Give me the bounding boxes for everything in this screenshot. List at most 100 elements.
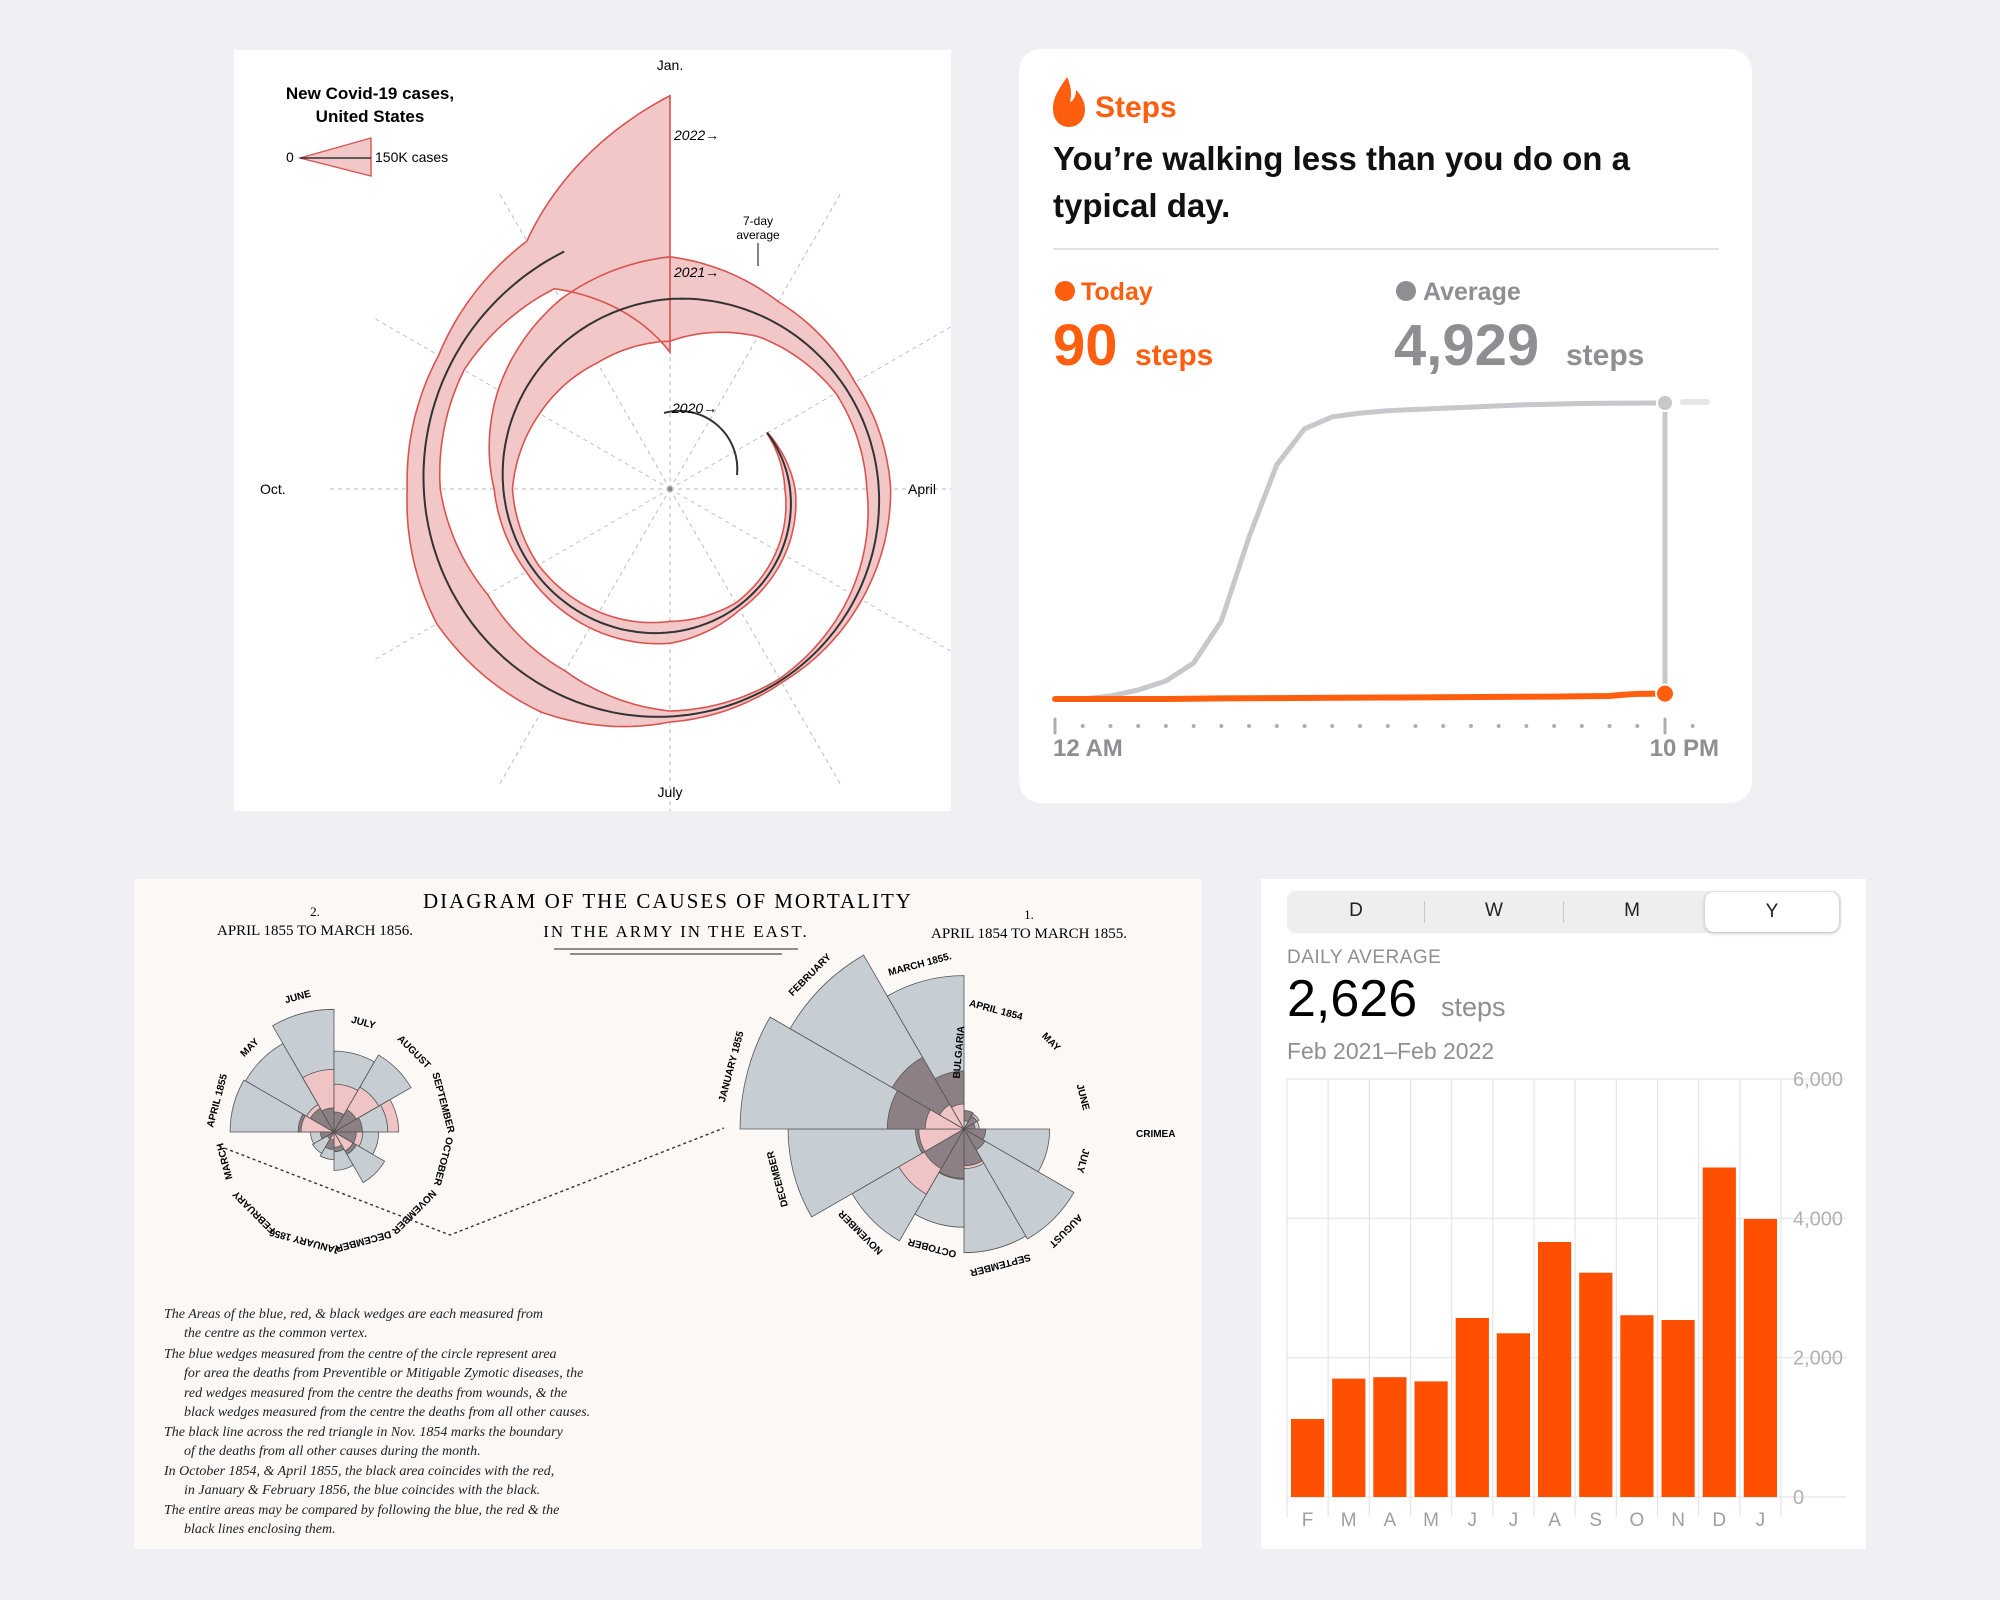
axis-tick-dot xyxy=(1413,724,1418,728)
axis-tick-dot xyxy=(1080,724,1085,728)
annotation-7day-line1: 7-day xyxy=(743,214,773,228)
rose-month-label: SEPTEMBER xyxy=(429,1071,456,1135)
axis-label-start: 12 AM xyxy=(1053,735,1123,762)
month-bar[interactable] xyxy=(1414,1381,1448,1497)
average-end-dot xyxy=(1656,394,1674,412)
note-line: of the deaths from all other causes duri… xyxy=(184,1444,481,1459)
bar-chart-y-labels: 0 2,000 4,000 6,000 xyxy=(1793,1069,1843,1509)
right-diagram-number: 1. xyxy=(1024,907,1034,922)
wedge-wounds xyxy=(950,1103,965,1131)
today-unit: steps xyxy=(1135,339,1213,372)
rose-month-label: APRIL 1854 xyxy=(968,998,1024,1023)
y-tick-label: 2,000 xyxy=(1793,1348,1843,1370)
x-tick-label: J xyxy=(1509,1510,1519,1531)
daily-average-label: DAILY AVERAGE xyxy=(1287,947,1441,968)
rose-month-label: MARCH 1855. xyxy=(887,951,953,979)
note-line: The Areas of the blue, red, & black wedg… xyxy=(164,1307,543,1322)
legend-wedge xyxy=(297,137,372,177)
average-unit: steps xyxy=(1566,339,1644,372)
covid-spiral-panel: New Covid-19 cases, United States 0 150K… xyxy=(234,50,951,811)
axis-tick-dot xyxy=(1690,724,1695,728)
month-bar[interactable] xyxy=(1332,1378,1366,1497)
covid-title-line2: United States xyxy=(316,107,425,126)
month-bar[interactable] xyxy=(1702,1167,1736,1498)
x-tick-label: S xyxy=(1589,1510,1602,1531)
month-bar[interactable] xyxy=(1579,1272,1613,1497)
today-steps-line xyxy=(1052,690,1668,702)
rose-month-label: SEPTEMBER xyxy=(968,1251,1032,1278)
diagram-subtitle: IN THE ARMY IN THE EAST. xyxy=(543,922,809,941)
spiral-month-guide xyxy=(669,194,841,490)
axis-tick-dot xyxy=(1579,724,1584,728)
note-line: red wedges measured from the centre the … xyxy=(184,1386,567,1401)
tab-day[interactable]: D xyxy=(1349,900,1363,921)
spiral-month-guide xyxy=(669,488,841,784)
axis-tick-dot xyxy=(1358,724,1362,728)
y-tick-label: 4,000 xyxy=(1793,1208,1843,1230)
note-line: In October 1854, & April 1855, the black… xyxy=(163,1464,554,1479)
covid-spiral-chart: New Covid-19 cases, United States 0 150K… xyxy=(260,57,951,811)
axis-tick-dot xyxy=(1163,724,1168,728)
card-title: Steps xyxy=(1095,91,1177,124)
note-line: The black line across the red triangle i… xyxy=(164,1425,564,1440)
bar-chart-bars xyxy=(1291,1167,1777,1498)
yearly-steps-chart: DAILY AVERAGE 2,626 steps Feb 2021–Feb 2… xyxy=(1286,947,1846,1531)
axis-tick-dot xyxy=(1191,724,1196,728)
month-bar[interactable] xyxy=(1373,1377,1407,1497)
year-label-2022: 2022→ xyxy=(673,127,719,143)
month-bar[interactable] xyxy=(1661,1320,1695,1497)
rose-month-label: JANUARY 1856 xyxy=(268,1226,342,1256)
axis-tick-dot xyxy=(1468,724,1473,728)
rose-month-label: FEBRUARY xyxy=(231,1188,278,1235)
steps-card[interactable]: Steps You’re walking less than you do on… xyxy=(1019,49,1752,803)
month-bar[interactable] xyxy=(1291,1419,1325,1497)
note-line: for area the deaths from Preventible or … xyxy=(184,1366,583,1381)
rose-month-label: MARCH xyxy=(215,1142,235,1181)
daily-average-value: 2,626 xyxy=(1287,970,1417,1028)
note-line: black lines enclosing them. xyxy=(184,1522,336,1537)
rose-month-label: DECEMBER xyxy=(333,1228,392,1254)
axis-tick-dot xyxy=(1330,724,1335,728)
x-tick-label: J xyxy=(1756,1510,1766,1531)
axis-tick-dot xyxy=(1635,724,1640,728)
rose-month-label: OCTOBER xyxy=(431,1136,455,1188)
bar-chart-grid xyxy=(1286,1078,1846,1517)
segment-divider xyxy=(1563,901,1564,923)
month-label-oct: Oct. xyxy=(260,481,286,497)
rose-month-label: MAY xyxy=(1039,1031,1062,1054)
daily-average-unit: steps xyxy=(1441,992,1506,1022)
today-value: 90 xyxy=(1053,313,1118,378)
today-end-dot xyxy=(1655,683,1675,704)
note-line: in January & February 1856, the blue coi… xyxy=(184,1483,540,1498)
axis-tick-dot xyxy=(1274,724,1279,728)
x-tick-label: N xyxy=(1671,1510,1685,1531)
spiral-month-guide xyxy=(375,488,671,660)
rose-month-label: JULY xyxy=(1074,1147,1091,1174)
month-label-april: April xyxy=(908,481,936,497)
y-tick-label: 6,000 xyxy=(1793,1069,1843,1091)
axis-tick-dot xyxy=(1108,724,1113,728)
axis-tick-dot xyxy=(1247,724,1252,728)
explanatory-notes: The Areas of the blue, red, & black wedg… xyxy=(163,1307,590,1537)
x-tick-label: O xyxy=(1630,1510,1645,1531)
month-bar[interactable] xyxy=(1455,1318,1489,1497)
tab-month[interactable]: M xyxy=(1624,900,1640,921)
left-diagram-number: 2. xyxy=(310,904,320,919)
month-bar[interactable] xyxy=(1620,1315,1654,1497)
spiral-month-guide xyxy=(669,326,951,490)
rose-month-label: DECEMBER xyxy=(765,1149,791,1208)
label-bulgaria: BULGARIA xyxy=(952,1026,968,1080)
year-label-2021: 2021→ xyxy=(673,264,719,280)
steps-today-chart: Steps You’re walking less than you do on… xyxy=(1052,77,1719,762)
tab-week[interactable]: W xyxy=(1485,900,1503,921)
axis-tick-dot xyxy=(1219,724,1224,728)
average-value: 4,929 xyxy=(1394,313,1539,378)
month-bar[interactable] xyxy=(1496,1333,1530,1497)
month-bar[interactable] xyxy=(1538,1242,1572,1497)
month-bar[interactable] xyxy=(1743,1219,1777,1497)
tab-year[interactable]: Y xyxy=(1705,892,1839,932)
legend-zero-label: 0 xyxy=(286,149,294,165)
axis-tick-dot xyxy=(1552,724,1557,728)
x-tick-label: D xyxy=(1712,1510,1726,1531)
